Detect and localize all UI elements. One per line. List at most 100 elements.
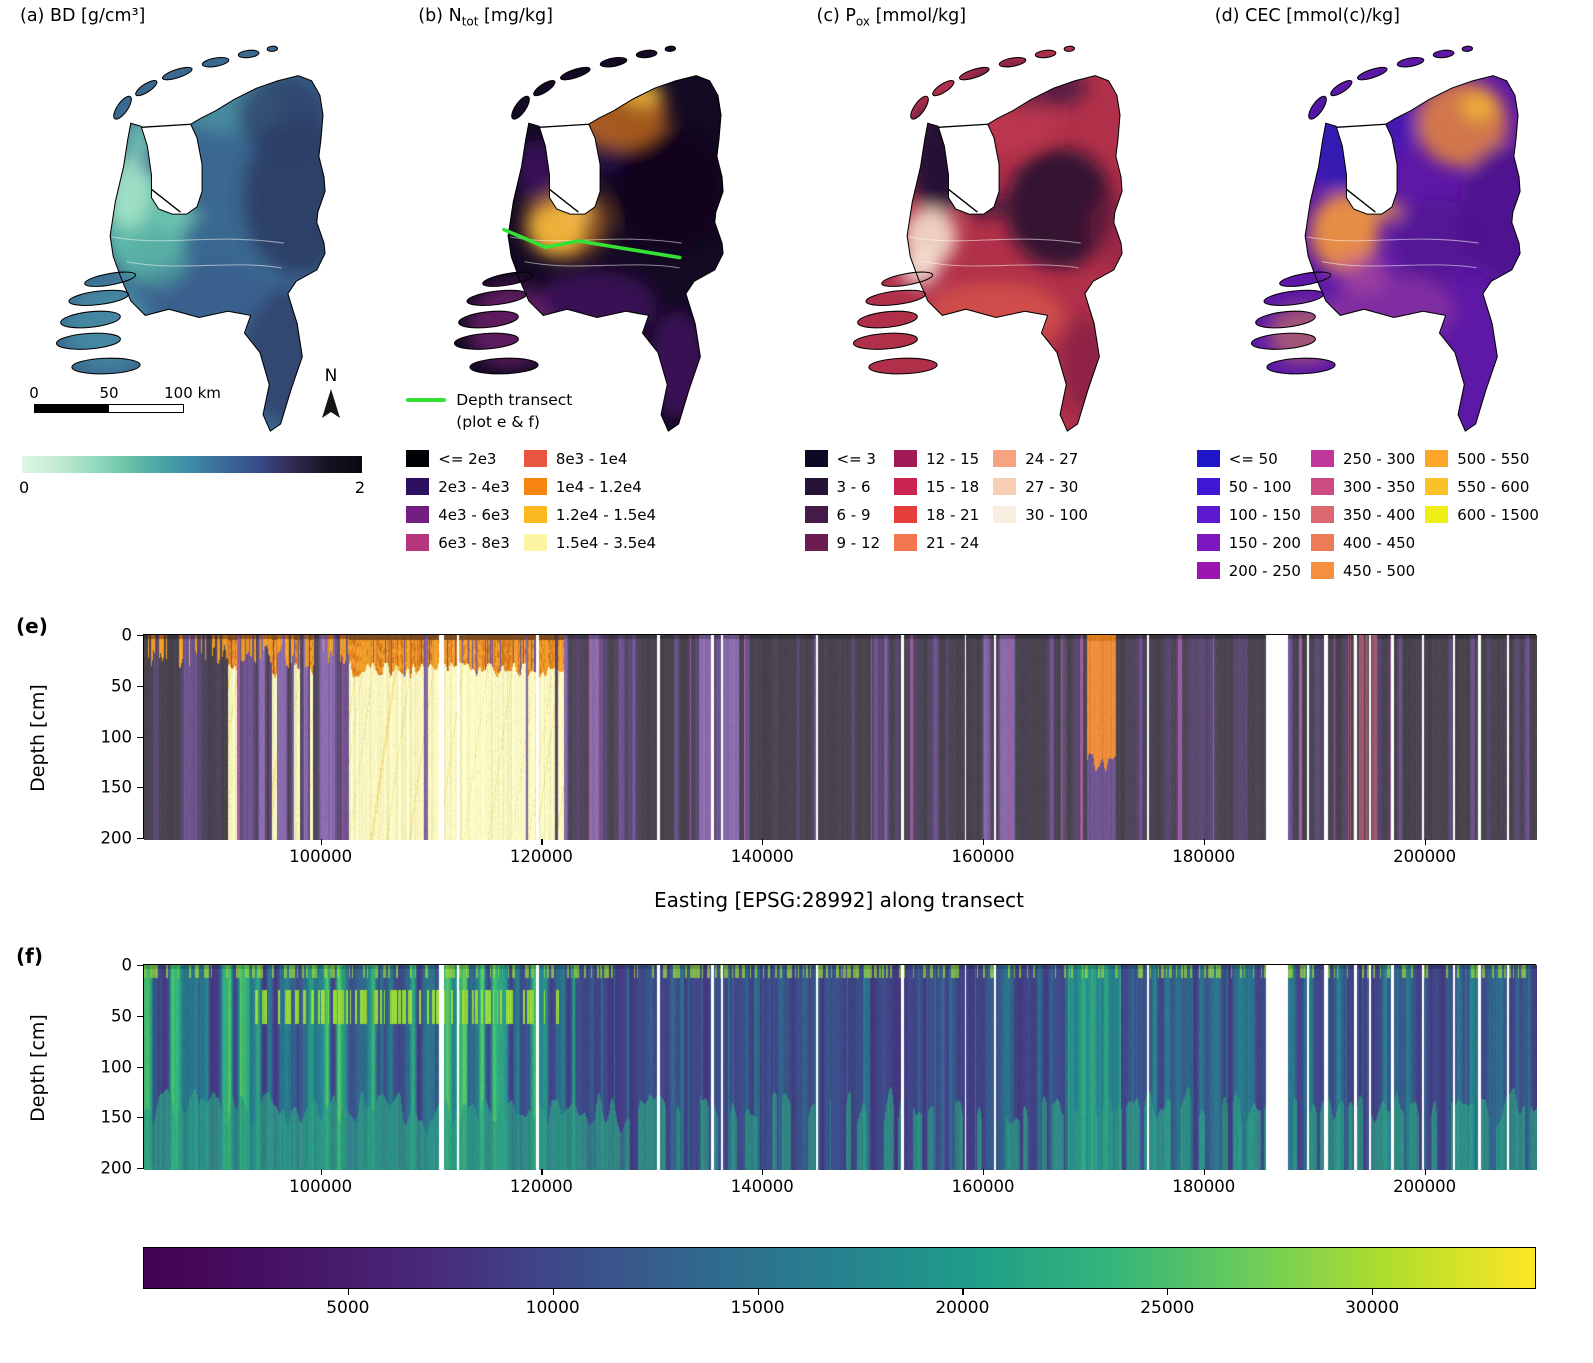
map-title-prefix: (b)	[418, 6, 444, 26]
legend-color-swatch	[523, 450, 547, 467]
legend-label: 15 - 18	[926, 477, 980, 496]
netherlands-map-svg	[1250, 45, 1521, 432]
map-panel-a: (a) BD [g/cm³] 0 50 100 km N 0 2	[0, 0, 398, 618]
legend-label: 300 - 350	[1342, 477, 1416, 496]
legend-label: 6e3 - 8e3	[438, 533, 510, 552]
legend-label: 21 - 24	[926, 533, 980, 552]
x-tick-mark	[541, 1169, 543, 1175]
north-label: N	[324, 366, 338, 386]
legend-item: 4e3 - 6e3	[406, 506, 510, 524]
y-tick-label: 0	[121, 955, 133, 975]
y-tick-mark	[137, 965, 143, 967]
legend-item: 6e3 - 8e3	[406, 533, 510, 552]
legend-color-swatch	[1196, 506, 1220, 523]
transect-section-e: (e) Depth [cm] 100000 120000 140000 160000 1…	[0, 614, 1593, 930]
map-title-units: [mmol(c)/kg]	[1286, 6, 1400, 26]
legend-label: 1.5e4 - 3.5e4	[555, 533, 657, 552]
legend-item: 9 - 12	[804, 534, 880, 552]
legend-color-swatch	[523, 478, 547, 495]
map-title-c: (c) Pox [mmol/kg]	[817, 6, 967, 29]
heatmap-canvas-f	[144, 965, 1537, 1170]
maps-row: (a) BD [g/cm³] 0 50 100 km N 0 2	[0, 0, 1593, 618]
x-tick-label: 200000	[1393, 847, 1457, 866]
legend-color-swatch	[523, 506, 547, 523]
legend-label: 550 - 600	[1457, 477, 1530, 496]
legend-item: 21 - 24	[894, 533, 980, 552]
legend-cec: <= 50 50 - 100 100 - 150 150 - 200 200 - 250…	[1196, 450, 1539, 580]
legend-pox: <= 3 3 - 6 6 - 9 9 - 12 12 - 15 15 - 18 18 - 2…	[804, 450, 1088, 552]
north-arrow-icon	[322, 389, 340, 418]
legend-color-swatch	[1425, 450, 1449, 467]
x-tick-mark	[1203, 1169, 1205, 1175]
y-tick-mark	[137, 635, 143, 637]
map-title-variable: BD	[49, 6, 76, 26]
y-tick-mark	[137, 787, 143, 789]
x-tick-label: 100000	[289, 1177, 353, 1196]
scalebar-tick-100: 100 km	[164, 384, 221, 402]
y-tick-label: 200	[100, 1158, 133, 1178]
y-tick-mark	[137, 1066, 143, 1068]
legend-color-swatch	[804, 478, 828, 495]
map-title-prefix: (c)	[816, 6, 840, 26]
legend-item: 100 - 150	[1196, 505, 1301, 524]
map-title-sub: ox	[855, 14, 870, 29]
scalebar-labels: 0 50 100 km	[29, 384, 221, 404]
legend-item: 1.5e4 - 3.5e4	[523, 533, 657, 552]
y-tick-label: 50	[111, 1006, 132, 1026]
colorbar-tick-label: 30000	[1345, 1298, 1400, 1318]
legend-color-swatch	[1425, 478, 1449, 495]
x-tick-mark	[1424, 839, 1426, 845]
legend-item: 18 - 21	[894, 506, 979, 524]
y-tick-mark	[137, 685, 143, 687]
transect-line-sample	[406, 398, 447, 402]
y-tick-mark	[137, 1117, 143, 1119]
legend-item: 3 - 6	[804, 478, 881, 496]
legend-item: 500 - 550	[1425, 450, 1539, 468]
colorbar-tick-mark	[1372, 1289, 1374, 1295]
map-title-units: [mmol/kg]	[875, 6, 967, 26]
legend-label: 2e3 - 4e3	[438, 477, 510, 496]
x-tick-mark	[983, 839, 985, 845]
x-tick-mark	[1424, 1169, 1426, 1175]
map-title-units: [g/cm³]	[81, 6, 146, 26]
legend-label: 8e3 - 1e4	[555, 449, 628, 468]
x-tick-label: 120000	[509, 847, 573, 866]
legend-color-swatch	[1196, 562, 1220, 579]
legend-item: 450 - 500	[1310, 562, 1415, 580]
legend-ntot: <= 2e3 2e3 - 4e3 4e3 - 6e3 6e3 - 8e3 8e3 - 1…	[406, 449, 657, 552]
colorbar-a-gradient	[22, 456, 362, 473]
legend-label: 100 - 150	[1228, 505, 1301, 524]
legend-color-swatch	[1310, 478, 1334, 495]
y-tick-label: 150	[100, 777, 133, 797]
legend-item: 250 - 300	[1310, 450, 1415, 468]
panel-label-f: (f)	[16, 944, 43, 968]
legend-label: 350 - 400	[1342, 505, 1416, 524]
legend-item: 600 - 1500	[1425, 506, 1539, 524]
x-tick-mark	[762, 839, 764, 845]
legend-color-swatch	[1310, 534, 1334, 551]
colorbar-tick-mark	[757, 1289, 759, 1295]
y-tick-label: 0	[121, 625, 133, 645]
legend-color-swatch	[1425, 506, 1449, 523]
legend-color-swatch	[993, 506, 1017, 523]
colorbar-tick-label: 25000	[1140, 1298, 1195, 1318]
legend-color-swatch	[804, 506, 828, 523]
x-tick-label: 180000	[1172, 847, 1236, 866]
y-tick-mark	[137, 838, 143, 840]
legend-color-swatch	[1310, 506, 1334, 523]
scalebar-unit: km	[197, 384, 221, 402]
transect-line-legend: Depth transect (plot e & f)	[406, 390, 572, 433]
map-title-prefix: (a)	[20, 6, 45, 26]
y-tick-mark	[137, 1015, 143, 1017]
x-tick-label: 160000	[951, 847, 1015, 866]
scalebar-segment-black	[35, 405, 109, 412]
colorbar-f: 5000 10000 15000 20000 25000 30000	[143, 1247, 1536, 1323]
y-tick-label: 50	[111, 676, 132, 696]
x-tick-mark	[320, 839, 322, 845]
legend-item: <= 2e3	[406, 450, 510, 468]
netherlands-map-svg	[852, 45, 1123, 432]
y-tick-label: 100	[100, 1057, 133, 1076]
north-arrow: N	[318, 366, 344, 420]
map-title-variable: N	[448, 6, 462, 26]
